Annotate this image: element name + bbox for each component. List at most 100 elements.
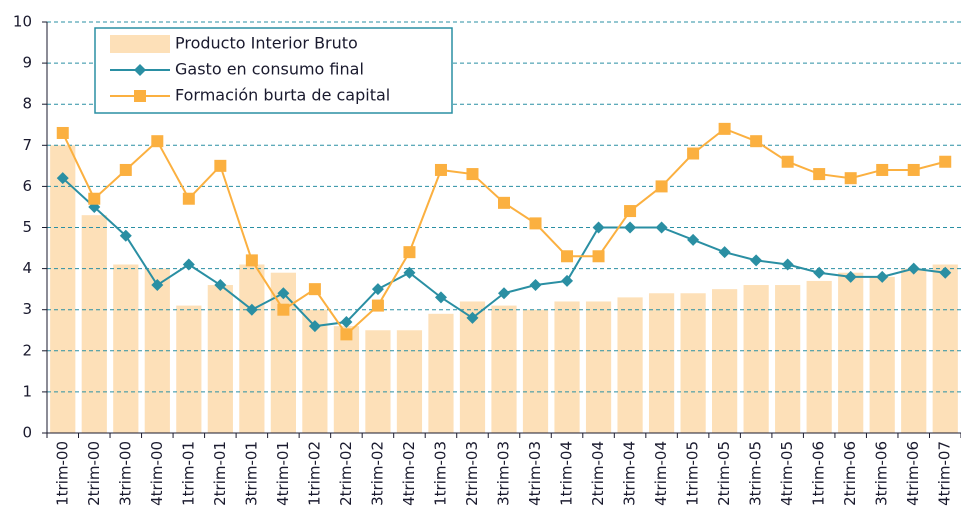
- x-tick-label: 3trim-02: [368, 441, 386, 506]
- legend-label: Formación burta de capital: [175, 86, 390, 105]
- bar: [648, 293, 675, 433]
- marker: [371, 283, 384, 296]
- bar: [869, 276, 895, 433]
- marker: [214, 159, 227, 172]
- y-tick-label: 0: [22, 424, 32, 442]
- x-tick-label: 3trim-05: [747, 441, 765, 506]
- marker: [624, 221, 637, 234]
- x-tick-label: 3trim-03: [495, 441, 513, 506]
- marker: [655, 221, 668, 234]
- legend-label: Producto Interior Bruto: [175, 34, 358, 53]
- bar: [617, 297, 643, 433]
- marker: [119, 163, 132, 176]
- x-tick-label: 4trim-01: [274, 441, 292, 506]
- bar: [365, 330, 391, 433]
- marker: [687, 233, 700, 246]
- y-tick-label: 7: [22, 136, 32, 154]
- bar: [932, 264, 958, 433]
- marker: [655, 180, 668, 193]
- x-tick-label: 4trim-04: [652, 441, 670, 506]
- marker: [88, 192, 101, 205]
- x-tick-label: 3trim-04: [621, 441, 639, 506]
- x-tick-label: 1trim-04: [558, 441, 576, 506]
- marker: [214, 279, 227, 292]
- bar: [680, 293, 706, 433]
- marker: [498, 196, 510, 209]
- bar: [554, 301, 580, 433]
- marker: [907, 262, 920, 275]
- marker: [182, 258, 195, 271]
- y-tick-label: 10: [13, 13, 32, 31]
- marker: [844, 270, 857, 283]
- x-tick-label: 3trim-01: [242, 441, 260, 506]
- marker: [876, 270, 889, 283]
- marker: [134, 90, 146, 102]
- marker: [813, 168, 826, 181]
- marker: [687, 147, 700, 160]
- marker: [403, 246, 416, 259]
- x-tick-label: 2trim-02: [337, 441, 355, 506]
- marker: [245, 303, 258, 316]
- marker: [750, 254, 763, 267]
- marker: [592, 250, 605, 263]
- bar: [838, 272, 864, 433]
- x-tick-label: 4trim-02: [400, 441, 418, 506]
- marker: [781, 258, 794, 271]
- bar: [491, 305, 517, 433]
- x-tick-label: 1trim-02: [305, 441, 323, 506]
- bar: [428, 313, 454, 433]
- bar: [270, 272, 296, 433]
- marker: [56, 172, 69, 185]
- x-tick-label: 2trim-00: [85, 441, 103, 506]
- bar: [113, 264, 139, 433]
- marker: [498, 287, 510, 300]
- bar: [522, 309, 549, 433]
- marker: [134, 64, 146, 76]
- x-tick-label: 2trim-03: [463, 441, 481, 506]
- x-tick-label: 2trim-04: [589, 441, 607, 506]
- marker: [340, 316, 353, 329]
- legend-swatch: [110, 35, 170, 53]
- bar: [585, 301, 612, 433]
- marker: [939, 155, 952, 168]
- bar: [396, 330, 423, 433]
- x-tick-label: 4trim-05: [778, 441, 796, 506]
- y-tick-label: 9: [22, 54, 32, 72]
- marker: [245, 254, 258, 267]
- marker: [371, 299, 384, 312]
- bar: [176, 305, 202, 433]
- y-tick-label: 6: [22, 177, 32, 195]
- marker: [813, 266, 826, 279]
- marker: [844, 172, 857, 185]
- marker: [308, 283, 321, 296]
- marker: [876, 163, 889, 176]
- bar: [207, 285, 233, 433]
- marker: [561, 250, 574, 263]
- marker: [718, 122, 731, 135]
- x-tick-label: 4trim-07: [936, 441, 954, 506]
- marker: [561, 274, 574, 287]
- marker: [277, 303, 290, 316]
- x-tick-label: 1trim-06: [810, 441, 828, 506]
- marker: [308, 320, 321, 333]
- x-tick-label: 4trim-00: [148, 441, 166, 506]
- y-tick-label: 3: [22, 300, 32, 318]
- x-tick-label: 1trim-03: [431, 441, 449, 506]
- y-tick-label: 1: [22, 382, 32, 400]
- x-tick-label: 4trim-03: [526, 441, 544, 506]
- x-tick-label: 2trim-06: [841, 441, 859, 506]
- bar: [806, 280, 832, 433]
- marker: [529, 279, 542, 292]
- bar: [775, 285, 801, 433]
- x-tick-label: 3trim-06: [873, 441, 891, 506]
- bar: [712, 289, 738, 433]
- marker: [182, 192, 195, 205]
- x-tick-label: 3trim-00: [116, 441, 134, 506]
- x-tick-label: 2trim-01: [211, 441, 229, 506]
- bar: [239, 264, 265, 433]
- marker: [718, 246, 731, 259]
- x-tick-label: 4trim-06: [904, 441, 922, 506]
- x-tick-label: 1trim-05: [684, 441, 702, 506]
- y-tick-label: 4: [22, 259, 32, 277]
- marker: [939, 266, 952, 279]
